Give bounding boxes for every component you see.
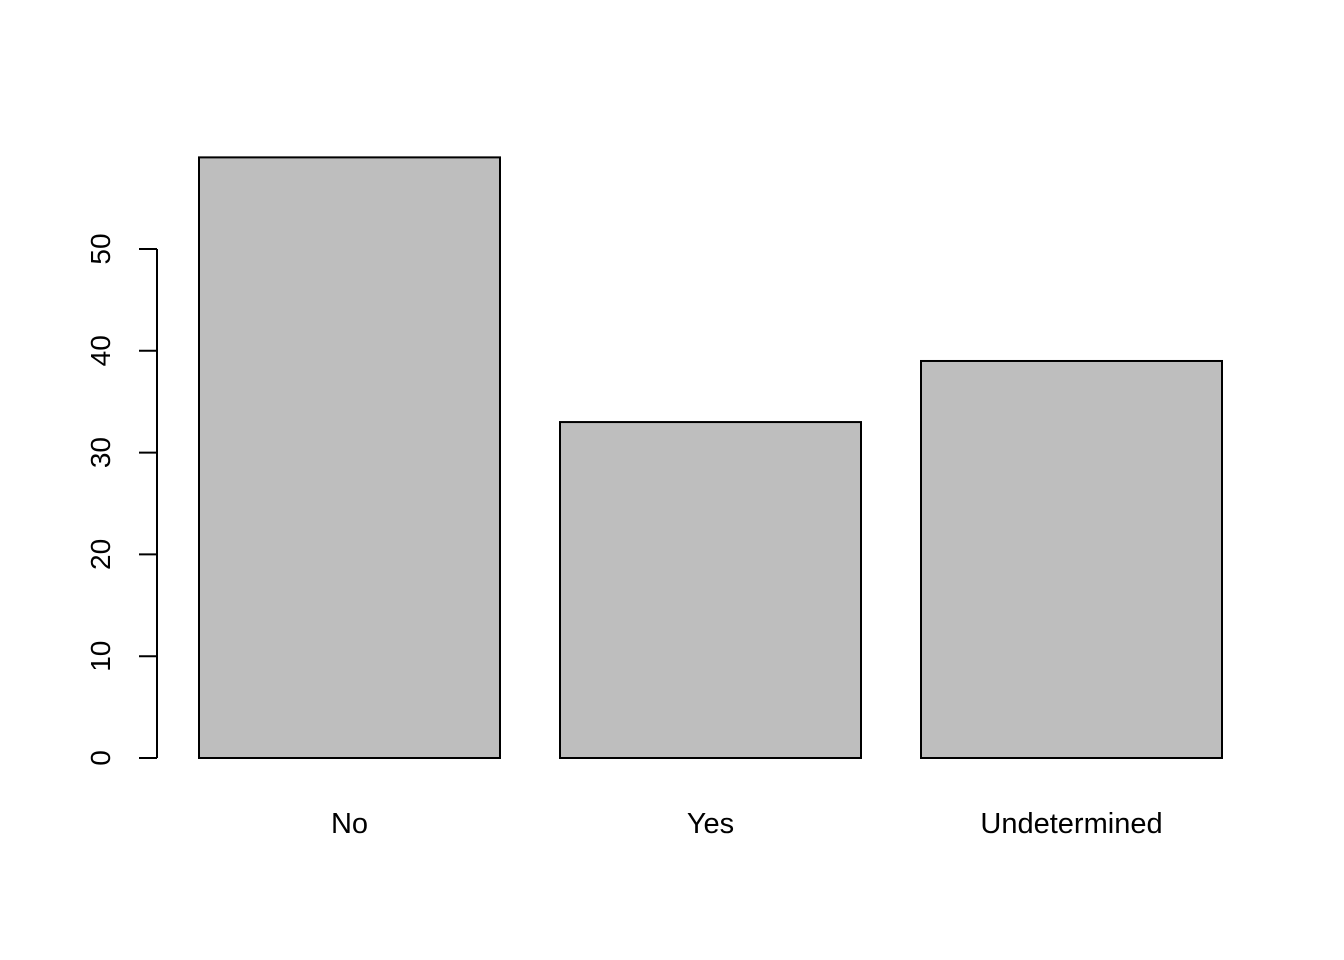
- y-tick-label: 30: [85, 437, 116, 468]
- y-tick-label: 50: [85, 233, 116, 264]
- y-tick-label: 40: [85, 335, 116, 366]
- bars: [198, 156, 1223, 759]
- bar-yes: [559, 421, 862, 759]
- y-tick-label: 20: [85, 539, 116, 570]
- y-tick-label: 10: [85, 641, 116, 672]
- x-category-label-no: No: [331, 808, 368, 840]
- bar-no: [198, 156, 501, 759]
- y-tick-label: 0: [85, 750, 116, 766]
- x-category-label-yes: Yes: [687, 808, 734, 840]
- bar-undetermined: [920, 359, 1223, 759]
- x-axis-labels: No Yes Undetermined: [331, 808, 1163, 840]
- x-category-label-undetermined: Undetermined: [980, 808, 1162, 840]
- y-axis: 0 10 20 30 40 50: [85, 233, 158, 766]
